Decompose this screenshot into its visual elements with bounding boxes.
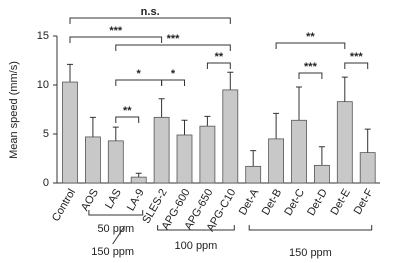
significance-label: *** [167, 33, 181, 45]
significance-bracket [115, 44, 231, 51]
x-tick-label: LA-9 [125, 187, 147, 213]
group-label: 150 ppm [289, 247, 332, 259]
error-bar [341, 76, 348, 102]
significance-label: ** [123, 105, 132, 117]
group-label: 150 ppm [91, 246, 134, 258]
x-tick-label: AOS [79, 187, 101, 213]
bar [107, 140, 124, 184]
bar [199, 125, 216, 184]
significance-label: * [137, 68, 142, 80]
group-bracket [248, 225, 373, 231]
bar [359, 152, 376, 184]
y-axis-title: Mean speed (mm/s) [8, 61, 20, 159]
x-tick-label: Det-D [305, 187, 330, 218]
bar [291, 119, 307, 184]
y-tick-label: 0 [43, 177, 49, 189]
error-bar [273, 112, 280, 139]
error-bar [318, 146, 325, 166]
error-bar [250, 150, 257, 167]
bar [153, 116, 170, 184]
error-bar [89, 116, 96, 137]
bar [85, 136, 101, 184]
significance-label: *** [109, 25, 123, 37]
y-tick-label: 5 [43, 128, 49, 140]
significance-bracket [69, 17, 231, 24]
error-bar [181, 119, 188, 135]
bar [336, 101, 353, 184]
significance-label: n.s. [141, 6, 160, 18]
group-label: 100 ppm [175, 240, 218, 252]
error-bar [135, 172, 142, 178]
bar [62, 81, 78, 184]
x-tick-label: Det-F [352, 187, 376, 217]
group-bracket [88, 210, 144, 216]
bar [130, 176, 147, 184]
x-tick-label: Control [50, 187, 78, 224]
bar [222, 89, 239, 184]
significance-label: *** [304, 61, 318, 73]
error-bar [67, 63, 73, 83]
significance-bracket [161, 79, 185, 86]
bar [176, 134, 193, 184]
significance-bracket [206, 62, 231, 69]
error-bar [227, 71, 234, 90]
bar [313, 164, 330, 184]
x-tick-label: Det-A [237, 186, 262, 217]
x-tick-label: Det-C [282, 187, 307, 218]
group-label: 50 ppm [97, 223, 134, 235]
significance-bracket [298, 72, 323, 79]
bar [245, 165, 262, 184]
significance-bracket [69, 36, 163, 43]
error-bar [204, 115, 211, 127]
significance-bracket [115, 79, 163, 86]
bar [268, 138, 285, 184]
significance-label: *** [350, 51, 364, 63]
y-tick-label: 15 [37, 30, 49, 42]
y-tick-label: 10 [37, 79, 49, 91]
x-tick-label: Det-E [328, 187, 352, 217]
group-bracket [112, 225, 126, 245]
error-bar [112, 126, 119, 141]
error-bar [296, 86, 302, 121]
significance-label: ** [215, 51, 224, 63]
significance-bracket [115, 116, 140, 123]
error-bar [364, 128, 371, 153]
significance-label: * [171, 68, 176, 80]
significance-bracket [275, 42, 346, 49]
significance-label: ** [306, 31, 315, 43]
group-bracket [157, 225, 235, 231]
x-tick-label: Det-B [260, 187, 284, 217]
error-bar [158, 98, 165, 118]
x-tick-label: LAS [103, 187, 124, 211]
significance-bracket [344, 62, 369, 69]
